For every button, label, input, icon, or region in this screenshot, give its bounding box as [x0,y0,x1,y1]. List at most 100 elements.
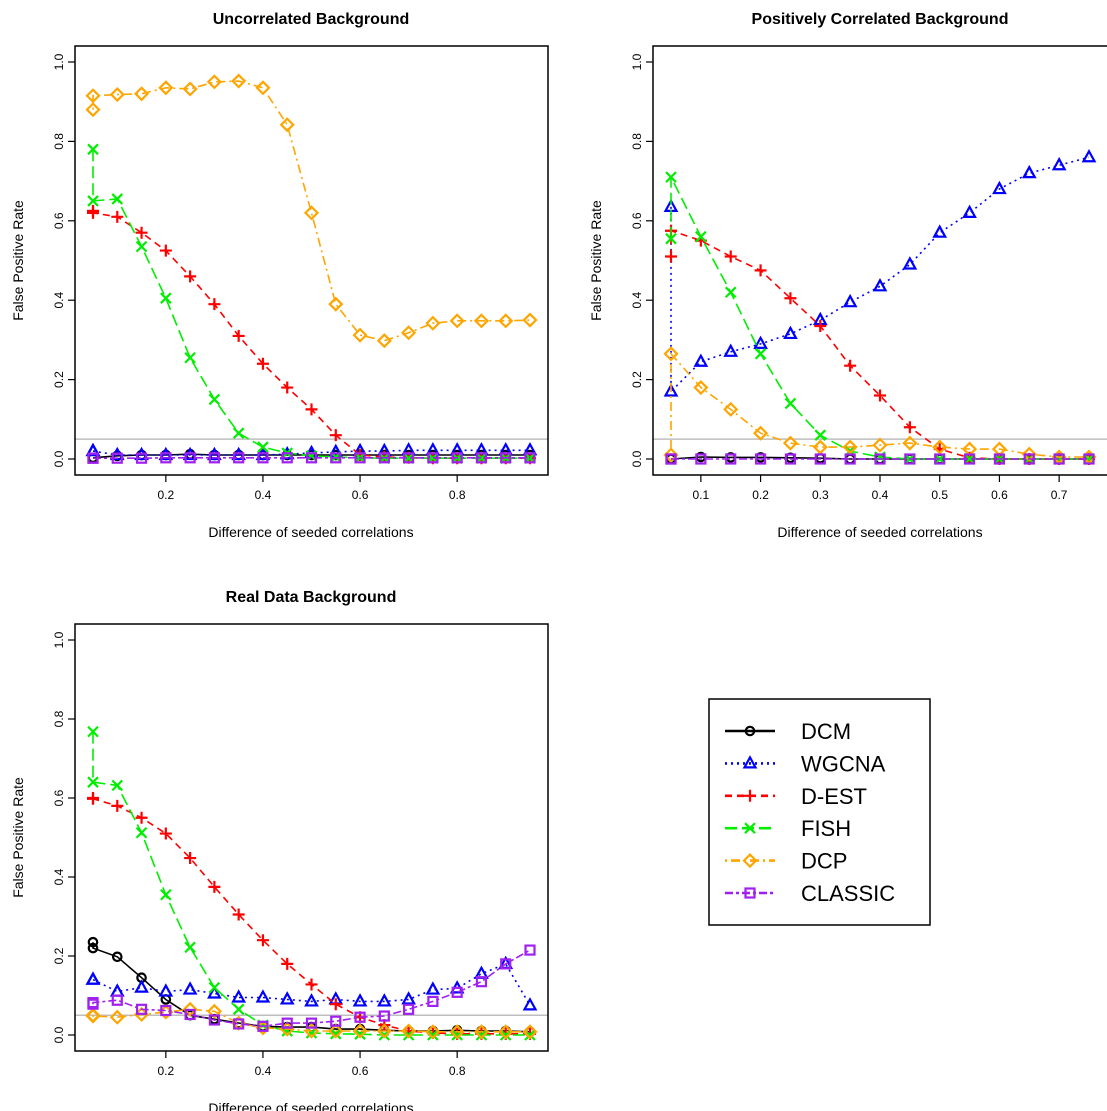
chart-panel-2: Positively Correlated Background 0.1 0.2 0.… [588,11,1107,540]
x-axis-label: Difference of seeded correlations [208,1100,413,1111]
data-point-dcp [522,1024,538,1040]
data-point-d-est [135,811,148,824]
data-point-classic [725,453,737,465]
data-point-d-est [256,934,269,947]
x-tick-label: 0.6 [991,488,1008,502]
x-tick-label: 0.4 [255,488,272,502]
data-point-d-est [111,210,124,223]
y-tick-label: 1.0 [52,631,66,648]
legend-label-dcm: DCM [801,719,851,744]
data-point-classic [403,1003,415,1015]
data-point-wgcna [255,989,271,1003]
series-line-fish [670,176,1089,460]
data-point-d-est [844,359,857,372]
data-point-wgcna [85,442,101,457]
data-point-dcp [449,1024,465,1040]
chart-panel-3: Real Data Background 0.2 0.4 0.6 0.8 0.0 0.2 0.… [10,589,549,1111]
data-point-fish [257,441,269,453]
data-point-wgcna [753,335,768,349]
data-point-d-est [874,389,886,402]
y-axis-label: False Positive Rate [588,200,604,321]
data-point-classic [378,452,390,464]
data-point-classic [87,997,99,1009]
data-point-dcp [663,447,679,463]
y-axis-label: False Positive Rate [10,200,26,321]
data-point-dcp [872,437,888,453]
data-point-classic [500,958,512,970]
data-point-fish [665,171,677,183]
data-point-dcp [158,80,174,96]
x-tick-label: 0.2 [157,1064,174,1078]
data-point-fish [87,725,99,738]
data-point-classic [993,453,1006,465]
data-point-dcp [182,1001,198,1017]
data-point-wgcna [522,997,538,1011]
data-point-dcp [206,1003,222,1019]
data-point-d-est [256,357,269,370]
data-point-dcp [1021,446,1037,462]
y-tick-label: 0.2 [52,947,66,964]
series-line-dcp [92,1008,530,1033]
data-point-classic [784,453,797,465]
data-point-d-est [87,792,99,805]
x-tick-label: 0.4 [255,1064,272,1078]
data-point-dcp [425,315,441,331]
data-point-classic [354,452,366,464]
y-tick-label: 0.8 [630,133,644,150]
data-point-dcp [133,86,150,102]
data-point-wgcna [723,343,739,357]
y-tick-label: 0.8 [52,133,66,150]
data-point-classic [874,453,886,465]
data-point-classic [257,1020,269,1032]
y-tick-label: 0.0 [630,450,644,467]
data-point-d-est [329,429,342,442]
series-line-wgcna [92,962,531,1006]
data-point-classic [330,1015,342,1027]
data-point-dcp [279,117,295,133]
plot-area [663,148,1097,465]
series-line-fish [92,149,530,460]
plot-frame [74,623,549,1052]
data-point-classic [665,453,677,465]
x-tick-label: 0.4 [872,488,889,502]
data-point-wgcna [992,180,1007,195]
data-point-classic [160,452,172,464]
data-point-dcp [85,88,101,104]
data-point-dcp [401,1023,417,1039]
x-tick-label: 0.3 [812,488,829,502]
data-point-classic [135,1003,148,1015]
y-tick-label: 0.6 [52,789,66,806]
data-point-fish [135,826,148,839]
data-point-classic [111,994,123,1006]
data-point-wgcna [425,981,441,995]
data-point-dcp [449,313,465,329]
data-point-dcp [206,74,222,90]
data-point-d-est [754,264,767,277]
series-line-d-est [92,798,530,1035]
data-point-d-est [281,957,294,970]
data-point-d-est [329,998,342,1011]
data-point-fish [184,941,196,954]
data-point-dcp [753,425,769,441]
data-point-wgcna [1081,148,1097,163]
data-point-dcp [401,325,417,341]
x-tick-label: 0.2 [752,488,769,502]
data-point-classic [451,452,463,464]
data-point-d-est [208,298,221,311]
data-point-classic [814,453,826,465]
data-point-classic [754,453,767,465]
data-point-fish [87,776,99,788]
y-tick-label: 0.2 [52,371,66,388]
data-point-dcp [812,439,828,455]
data-point-dcp [85,1008,101,1024]
x-tick-label: 0.5 [931,488,948,502]
legend-label-dcp: DCP [801,849,847,874]
data-point-dcm [87,936,99,948]
data-point-wgcna [376,993,392,1007]
data-point-classic [695,453,707,465]
data-point-d-est [903,421,916,434]
data-point-classic [184,1008,196,1021]
data-point-wgcna [902,256,918,270]
data-point-fish [111,779,124,792]
data-point-fish [754,348,767,360]
